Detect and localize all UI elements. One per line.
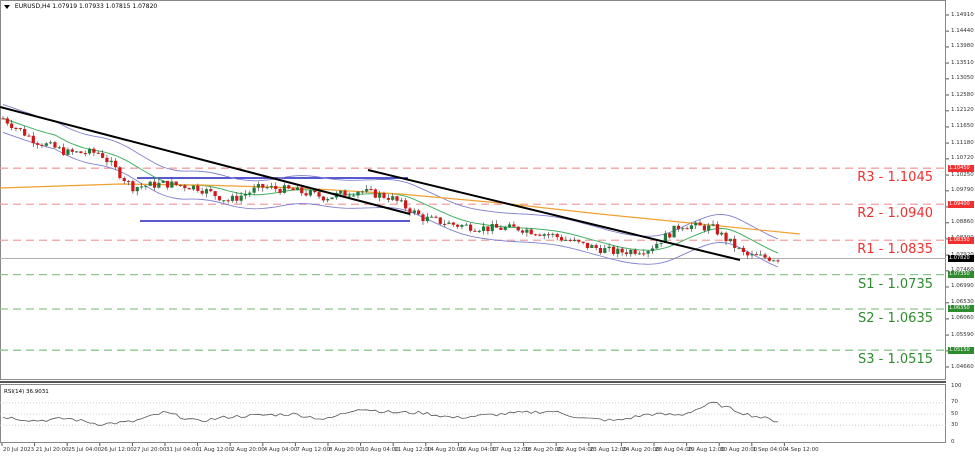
- indicator-lines: [0, 103, 801, 268]
- axis-ticks: [1, 14, 949, 446]
- time-tick-label: 4 Aug 04:00: [263, 447, 298, 453]
- dropdown-arrow-icon[interactable]: [4, 4, 10, 9]
- time-tick-label: 28 Aug 04:00: [655, 447, 693, 453]
- rsi-tick-label: 50: [951, 410, 958, 417]
- chart-title: EURUSD,H4 1.07919 1.07933 1.07815 1.0782…: [4, 3, 157, 10]
- price-tick-label: 1.12580: [951, 91, 974, 98]
- time-tick-label: 26 Jul 12:00: [100, 447, 134, 453]
- time-tick-label: 11 Aug 12:00: [394, 447, 432, 453]
- level-label-r2: R2 - 1.0940: [857, 206, 933, 222]
- time-tick-label: 18 Aug 20:00: [524, 447, 562, 453]
- price-tick-label: 1.11180: [951, 139, 974, 146]
- price-tag-r1: 1.08350: [948, 236, 974, 244]
- support-resistance-lines: [0, 167, 946, 351]
- price-tick-label: 1.05590: [951, 331, 974, 338]
- level-label-s3: S3 - 1.0515: [858, 352, 933, 368]
- rsi-tick-label: 0: [951, 438, 955, 445]
- level-label-s1: S1 - 1.0735: [858, 276, 933, 292]
- current-price-tag: 1.07820: [948, 254, 974, 262]
- price-tick-label: 1.12120: [951, 107, 974, 114]
- price-tick-label: 1.11650: [951, 123, 974, 130]
- time-tick-label: 1 Sep 04:00: [752, 447, 787, 453]
- price-tag-s1: 1.07350: [948, 271, 974, 279]
- level-label-r1: R1 - 1.0835: [857, 242, 933, 258]
- price-tag-s2: 1.06350: [948, 305, 974, 313]
- time-tick-label: 4 Sep 12:00: [785, 447, 819, 453]
- time-tick-label: 22 Aug 04:00: [557, 447, 595, 453]
- time-tick-label: 16 Aug 04:00: [459, 447, 497, 453]
- time-tick-label: 20 Jul 2023: [3, 447, 35, 453]
- candlesticks: [1, 116, 780, 264]
- price-tag-r3: 1.10450: [948, 164, 974, 172]
- price-tick-label: 1.13510: [951, 59, 974, 66]
- level-label-s2: S2 - 1.0635: [858, 310, 933, 326]
- time-tick-label: 14 Aug 20:00: [426, 447, 464, 453]
- time-tick-label: 2 Aug 20:00: [231, 447, 265, 453]
- price-tick-label: 1.14910: [951, 11, 974, 18]
- price-tick-label: 1.10250: [951, 171, 974, 178]
- rsi-tick-label: 70: [951, 399, 958, 406]
- rsi-title: RSI(14) 36.9031: [4, 389, 49, 395]
- price-tag-s3: 1.05150: [948, 346, 974, 354]
- price-tick-label: 1.06060: [951, 315, 974, 322]
- price-tick-label: 1.13050: [951, 75, 974, 82]
- time-tick-label: 10 Aug 04:00: [361, 447, 399, 453]
- rsi-panel: [0, 401, 946, 426]
- time-tick-label: 31 Jul 04:00: [166, 447, 199, 453]
- time-tick-label: 17 Aug 12:00: [492, 447, 530, 453]
- time-tick-label: 23 Aug 12:00: [589, 447, 627, 453]
- time-tick-label: 29 Aug 12:00: [687, 447, 725, 453]
- time-tick-label: 25 Jul 04:00: [68, 447, 102, 453]
- time-tick-label: 7 Aug 12:00: [296, 447, 330, 453]
- rsi-tick-label: 30: [951, 421, 958, 428]
- price-tick-label: 1.06990: [951, 283, 974, 290]
- time-tick-label: 8 Aug 20:00: [329, 447, 363, 453]
- price-tick-label: 1.07460: [951, 267, 974, 273]
- price-tick-label: 1.09790: [951, 187, 974, 194]
- symbol-ohlc: EURUSD,H4 1.07919 1.07933 1.07815 1.0782…: [14, 3, 158, 10]
- price-tag-r2: 1.09400: [948, 200, 974, 208]
- price-tick-label: 1.07920: [951, 252, 974, 258]
- level-label-r3: R3 - 1.1045: [857, 170, 933, 186]
- price-tick-label: 1.14440: [951, 27, 974, 34]
- price-tick-label: 1.06530: [951, 299, 974, 306]
- trendlines[interactable]: [0, 106, 741, 261]
- time-tick-label: 1 Aug 12:00: [198, 447, 233, 453]
- time-tick-label: 21 Jul 20:00: [35, 447, 69, 453]
- time-tick-label: 27 Jul 20:00: [133, 447, 167, 453]
- price-tick-label: 1.13980: [951, 43, 974, 50]
- rsi-tick-label: 100: [951, 382, 962, 389]
- price-tick-label: 1.04660: [951, 363, 974, 370]
- time-tick-label: 30 Aug 20:00: [720, 447, 758, 453]
- price-tick-label: 1.08860: [951, 219, 974, 226]
- time-tick-label: 24 Aug 20:00: [622, 447, 660, 453]
- price-tick-label: 1.10720: [951, 155, 974, 162]
